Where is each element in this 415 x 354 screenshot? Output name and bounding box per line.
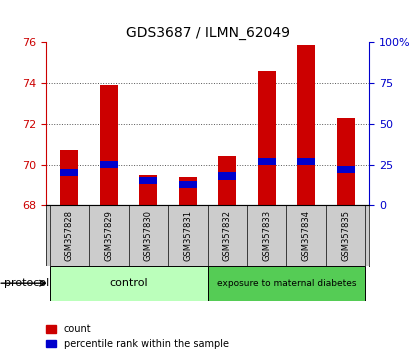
Title: GDS3687 / ILMN_62049: GDS3687 / ILMN_62049 <box>125 26 290 40</box>
Text: protocol: protocol <box>4 278 49 288</box>
Text: exposure to maternal diabetes: exposure to maternal diabetes <box>217 279 356 288</box>
Bar <box>297 158 315 165</box>
Text: control: control <box>109 278 148 288</box>
Text: GSM357833: GSM357833 <box>262 210 271 261</box>
Text: GSM357834: GSM357834 <box>302 210 311 261</box>
Legend: count, percentile rank within the sample: count, percentile rank within the sample <box>46 324 229 349</box>
Bar <box>258 158 276 165</box>
Text: GSM357832: GSM357832 <box>223 210 232 261</box>
Text: GSM357828: GSM357828 <box>65 210 74 261</box>
Bar <box>139 177 157 184</box>
Text: GSM357835: GSM357835 <box>341 210 350 261</box>
Bar <box>297 45 315 205</box>
Bar <box>218 172 236 179</box>
Text: GSM357830: GSM357830 <box>144 210 153 261</box>
Bar <box>139 175 157 205</box>
Bar <box>337 166 354 173</box>
Bar <box>337 118 354 205</box>
Bar <box>100 85 118 205</box>
Bar <box>61 150 78 205</box>
Bar <box>100 161 118 168</box>
Text: GSM357831: GSM357831 <box>183 210 192 261</box>
Bar <box>179 181 197 188</box>
Text: GSM357829: GSM357829 <box>104 210 113 261</box>
Bar <box>208 266 365 301</box>
Bar <box>179 177 197 205</box>
Bar <box>50 266 208 301</box>
Bar <box>61 169 78 176</box>
Bar <box>218 156 236 205</box>
Bar <box>258 71 276 205</box>
